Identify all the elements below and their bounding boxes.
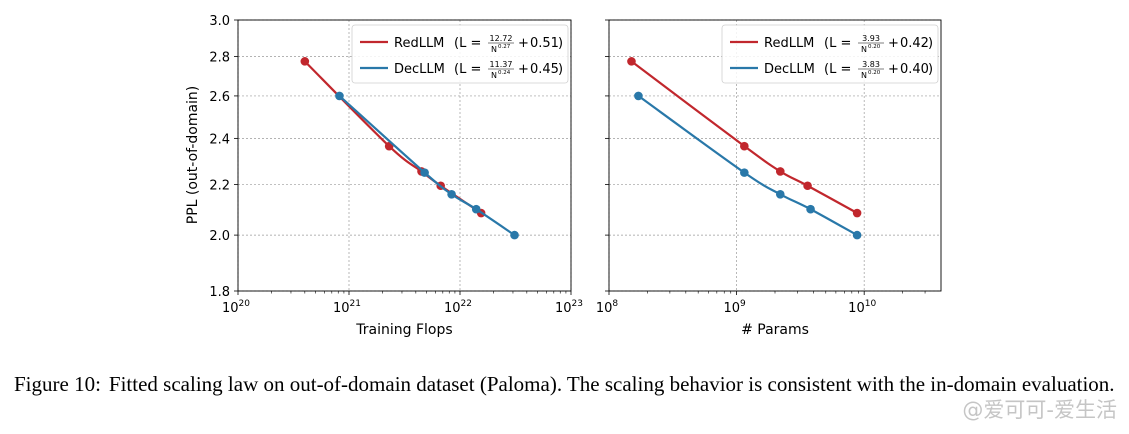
x-axis-label: # Params bbox=[741, 322, 809, 338]
legend-formula-prefix: (L = bbox=[824, 62, 851, 77]
series-line-decllm bbox=[338, 95, 516, 237]
x-axis-label: Training Flops bbox=[355, 322, 452, 338]
data-point-decllm bbox=[740, 168, 749, 177]
legend-formula-plus: + bbox=[518, 62, 529, 77]
data-point-redllm bbox=[300, 57, 310, 66]
watermark: @爱可可-爱生活 bbox=[962, 398, 1117, 422]
x-tick-label: 1021 bbox=[333, 299, 361, 316]
data-point-redllm bbox=[740, 141, 749, 151]
legend-formula-prefix: (L = bbox=[454, 62, 481, 77]
y-tick-label: 2.6 bbox=[209, 90, 230, 105]
legend-formula-constant: 0.40 bbox=[900, 62, 929, 77]
data-point-redllm bbox=[775, 167, 785, 176]
legend-formula-denominator: N bbox=[861, 45, 867, 54]
caption-label: Figure 10: bbox=[14, 372, 101, 396]
legend-formula-prefix: (L = bbox=[454, 36, 481, 51]
legend-formula-suffix: ) bbox=[928, 36, 933, 51]
x-tick-label: 1020 bbox=[222, 299, 250, 316]
legend-label: DecLLM bbox=[764, 62, 815, 77]
series-line-redllm bbox=[630, 60, 858, 214]
data-point-decllm bbox=[852, 230, 862, 240]
legend-formula-plus: + bbox=[888, 62, 899, 77]
y-axis-label: PPL (out-of-domain) bbox=[185, 86, 201, 225]
legend-box bbox=[721, 24, 939, 84]
data-point-redllm bbox=[627, 57, 636, 66]
legend-formula-constant: 0.42 bbox=[900, 36, 929, 51]
legend-formula-denominator: N bbox=[491, 45, 497, 54]
legend-formula-exponent: 0.27 bbox=[498, 44, 511, 50]
panel-training-flops: 1.8 2.0 2.2 2.4 2.6 2.8 3.0 1020 1021 1022 1023 Tra… bbox=[209, 14, 583, 338]
legend-formula-exponent: 0.24 bbox=[498, 70, 511, 76]
x-tick-label: 109 bbox=[723, 299, 746, 316]
data-point-decllm bbox=[775, 189, 785, 199]
y-tick-label: 2.8 bbox=[209, 51, 230, 66]
legend-formula-exponent: 0.20 bbox=[868, 70, 881, 76]
x-tick-label: 1010 bbox=[848, 299, 876, 316]
legend-formula-plus: + bbox=[518, 36, 529, 51]
axes-frame bbox=[237, 19, 572, 292]
legend-label: DecLLM bbox=[394, 62, 445, 77]
data-point-decllm bbox=[806, 204, 815, 214]
x-tick-label: 108 bbox=[596, 299, 619, 316]
data-point-decllm bbox=[447, 189, 456, 199]
x-tick-label: 1022 bbox=[444, 299, 472, 316]
legend-formula-coefficient: 3.83 bbox=[862, 60, 880, 69]
data-point-decllm bbox=[634, 91, 643, 101]
legend-formula-exponent: 0.20 bbox=[868, 44, 881, 50]
figure-caption: Figure 10: Fitted scaling law on out-of-d… bbox=[14, 371, 1119, 397]
data-point-decllm bbox=[335, 91, 344, 101]
legend-formula-coefficient: 12.72 bbox=[490, 34, 513, 43]
legend-formula-coefficient: 11.37 bbox=[490, 60, 513, 69]
legend-formula-suffix: ) bbox=[558, 36, 563, 51]
y-tick-label: 3.0 bbox=[209, 14, 230, 29]
x-tick-label: 1023 bbox=[555, 299, 583, 316]
series-line-decllm bbox=[637, 95, 858, 237]
data-point-redllm bbox=[803, 181, 812, 191]
legend-formula-constant: 0.45 bbox=[530, 62, 559, 77]
caption-text: Fitted scaling law on out-of-domain data… bbox=[108, 372, 1115, 396]
y-tick-label: 2.0 bbox=[209, 229, 230, 244]
legend-label: RedLLM bbox=[764, 36, 814, 51]
legend-box bbox=[351, 24, 569, 84]
series-line-redllm bbox=[304, 60, 482, 214]
y-tick-label: 2.4 bbox=[209, 132, 230, 147]
legend-formula-constant: 0.51 bbox=[530, 36, 559, 51]
legend-formula-coefficient: 3.93 bbox=[862, 34, 880, 43]
data-point-decllm bbox=[420, 168, 429, 177]
y-tick-label: 1.8 bbox=[209, 285, 230, 300]
axes-frame bbox=[608, 19, 942, 292]
legend-formula-denominator: N bbox=[861, 71, 867, 80]
legend-formula-suffix: ) bbox=[928, 62, 933, 77]
data-point-redllm bbox=[852, 208, 862, 218]
data-point-decllm bbox=[471, 204, 481, 214]
y-tick-label: 2.2 bbox=[209, 179, 230, 194]
legend-formula-prefix: (L = bbox=[824, 36, 851, 51]
data-point-decllm bbox=[510, 230, 519, 240]
legend-label: RedLLM bbox=[394, 36, 444, 51]
legend-formula-denominator: N bbox=[491, 71, 497, 80]
legend-formula-suffix: ) bbox=[558, 62, 563, 77]
legend-formula-plus: + bbox=[888, 36, 899, 51]
